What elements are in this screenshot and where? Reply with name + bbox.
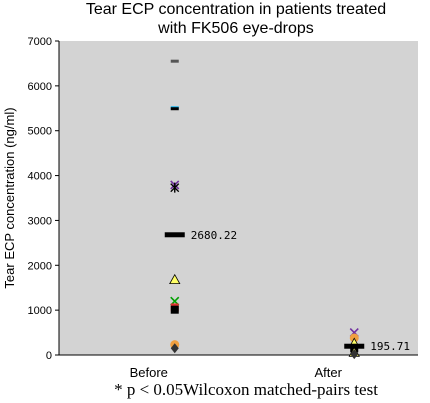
data-point — [350, 349, 359, 360]
x-category-label: Before — [130, 365, 168, 380]
y-tick-label: 4000 — [28, 171, 52, 183]
x-category-label: After — [315, 365, 343, 380]
y-tick-label: 7000 — [28, 36, 52, 48]
y-ticks: 0 1000 2000 3000 4000 5000 6000 7000 — [28, 36, 59, 362]
x-categories: Before After — [130, 365, 343, 380]
data-points — [169, 59, 360, 360]
y-axis-label: Tear ECP concentration (ng/ml) — [2, 107, 17, 288]
data-point — [170, 107, 179, 111]
data-point — [170, 59, 179, 63]
y-tick-label: 2000 — [28, 260, 52, 272]
mean-value-label: 195.71 — [370, 340, 410, 353]
mean-value-label: 2680.22 — [191, 229, 237, 242]
y-tick-label: 0 — [46, 350, 52, 362]
y-tick-label: 6000 — [28, 81, 52, 93]
mean-marker — [344, 343, 365, 349]
data-point — [170, 182, 180, 193]
chart-title-line-1: Tear ECP concentration in patients treat… — [86, 1, 386, 18]
data-point — [169, 273, 181, 285]
y-tick-label: 3000 — [28, 215, 52, 227]
mean-marker — [164, 232, 185, 238]
footnote: * p < 0.05Wilcoxon matched-pairs test — [114, 380, 378, 399]
data-point — [170, 343, 179, 354]
y-tick-label: 5000 — [28, 126, 52, 138]
mean-markers: 2680.22 195.71 — [164, 229, 410, 353]
data-point — [170, 305, 179, 314]
plot-area — [59, 41, 418, 355]
chart-title-line-2: with FK506 eye-drops — [157, 20, 314, 37]
y-tick-label: 1000 — [28, 305, 52, 317]
